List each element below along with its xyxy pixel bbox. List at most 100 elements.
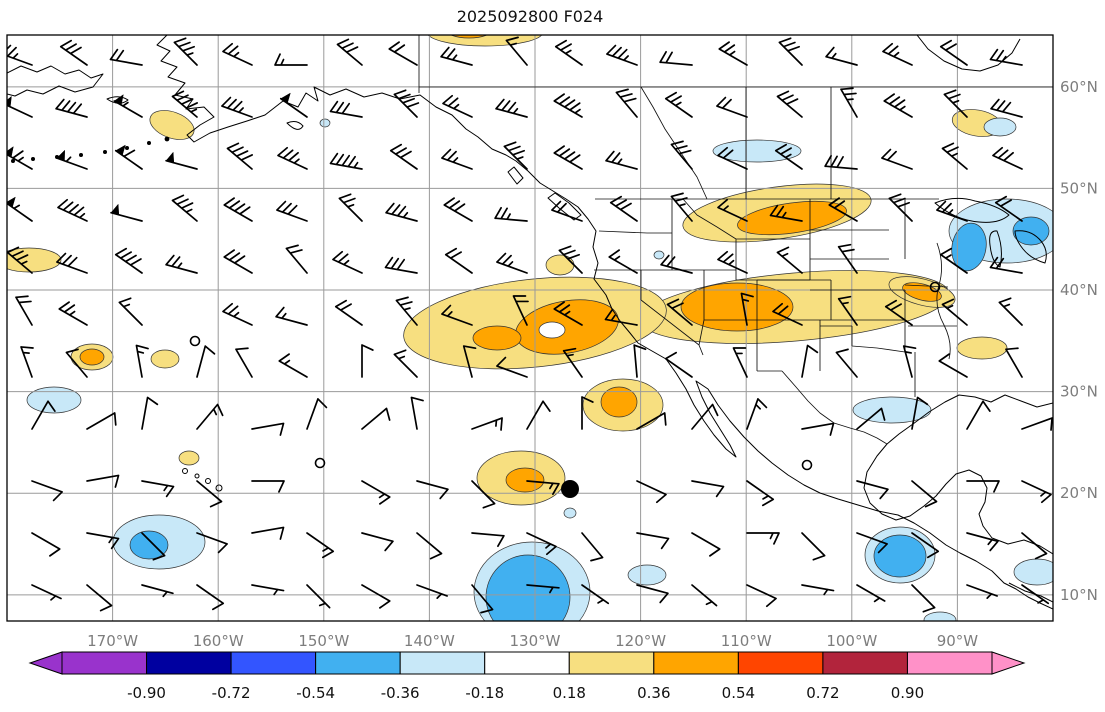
wind-barb: [251, 480, 285, 493]
wind-barb: [670, 140, 693, 170]
lon-axis: 170°W 160°W 150°W 140°W 130°W 120°W 110°W 100°W…: [87, 632, 978, 650]
colorbar-arrow-right: [991, 651, 1026, 675]
wind-barb: [670, 192, 693, 222]
wind-barb: [361, 344, 374, 378]
wind-barb: [196, 345, 216, 378]
hudson-bay-shore: [916, 35, 1021, 72]
anomaly-patch-light_blue: [319, 118, 331, 128]
wind-barb: [801, 344, 819, 378]
wind-barbs-group: [7, 36, 1053, 614]
wind-barb: [562, 347, 583, 378]
wind-barb: [471, 532, 505, 548]
wind-barb: [223, 197, 253, 222]
wind-barb: [888, 193, 913, 222]
wind-barb: [251, 584, 285, 596]
wind-barb: [7, 196, 33, 222]
anomaly-patch-light_blue: [983, 117, 1017, 137]
wind-barb: [989, 48, 1023, 66]
wind-barb: [691, 403, 719, 430]
wind-barb: [31, 584, 62, 601]
wind-barb: [526, 400, 551, 430]
wind-barb: [966, 400, 991, 430]
wind-barb: [837, 243, 858, 274]
coastlines: [7, 35, 1053, 610]
wind-barb: [553, 301, 583, 326]
wind-barb: [338, 193, 363, 222]
lon-tick-label: 90°W: [937, 632, 979, 650]
station-dot: [561, 480, 579, 498]
wind-barb: [664, 91, 693, 118]
wind-barb: [746, 532, 780, 545]
wind-barb: [740, 292, 754, 326]
wind-barb: [196, 480, 223, 508]
wind-barb: [966, 584, 998, 599]
wind-barb: [58, 301, 88, 326]
st-lawrence-island: [106, 96, 129, 104]
wind-barb: [276, 200, 308, 222]
wind-barb: [856, 480, 889, 500]
wind-barb: [512, 295, 529, 326]
wind-barb: [285, 244, 308, 274]
wind-barb: [691, 532, 721, 557]
wind-barb: [911, 480, 938, 508]
kodiak-island: [286, 121, 304, 130]
anomaly-patch-blue: [873, 534, 927, 578]
wind-barb: [442, 94, 473, 118]
wind-barb: [444, 247, 473, 274]
wind-barb: [902, 345, 917, 378]
wind-barb: [776, 246, 803, 274]
wind-barb: [165, 151, 198, 170]
wind-barb: [114, 247, 143, 274]
wind-barb: [226, 142, 254, 170]
wind-barb: [941, 142, 968, 170]
wind-barb: [882, 42, 913, 66]
anomaly-patch-blue: [129, 530, 169, 560]
anomaly-patch-light_blue: [653, 250, 665, 260]
anomaly-patch-yellow: [150, 349, 180, 369]
anomaly-patch-orange: [902, 282, 942, 302]
anomaly-patch-orange: [472, 325, 522, 351]
wind-barb: [196, 532, 228, 554]
wind-barb: [86, 584, 113, 612]
wind-barb: [660, 254, 693, 274]
colorbar-segment: [906, 651, 993, 675]
anomaly-patch-blue: [485, 554, 571, 621]
wind-barb: [837, 295, 858, 326]
wind-barb: [222, 42, 253, 66]
wind-barb: [336, 38, 363, 66]
colorbar-segment: [315, 651, 401, 675]
wind-barb: [135, 344, 149, 378]
wind-barb: [503, 141, 528, 170]
wind-barb: [633, 344, 647, 378]
colorbar-segment: [737, 651, 824, 675]
wind-barb: [526, 480, 560, 496]
colorbar-segment: [822, 651, 908, 675]
wind-barb: [1005, 347, 1023, 378]
wind-barb: [416, 532, 443, 560]
wind-barb: [393, 89, 420, 118]
anomaly-patch-light_blue: [712, 139, 802, 163]
wind-barb: [992, 146, 1023, 170]
anomaly-patch-light_blue: [627, 564, 667, 586]
markers-group: [189, 281, 941, 498]
wind-barb: [1021, 417, 1053, 431]
wind-barb: [801, 584, 835, 596]
wind-barb: [31, 400, 56, 430]
anomaly-patch-yellow: [178, 450, 200, 466]
wind-barb: [118, 297, 143, 326]
wind-barb: [936, 200, 968, 222]
wind-barb: [277, 146, 308, 170]
wind-barb: [361, 407, 391, 430]
wind-barb: [966, 532, 999, 552]
wind-barb: [113, 94, 143, 118]
wind-barb: [410, 396, 424, 430]
wind-barb: [911, 396, 929, 430]
lat-axis: 60°N 50°N 40°N 30°N 20°N 10°N: [1060, 78, 1098, 604]
lat-tick-label: 50°N: [1060, 179, 1098, 197]
anomaly-patch-orange: [680, 282, 794, 332]
colorbar-arrow-left: [28, 651, 63, 675]
colorbar-segment: [61, 651, 148, 675]
lat-tick-label: 60°N: [1060, 78, 1098, 96]
